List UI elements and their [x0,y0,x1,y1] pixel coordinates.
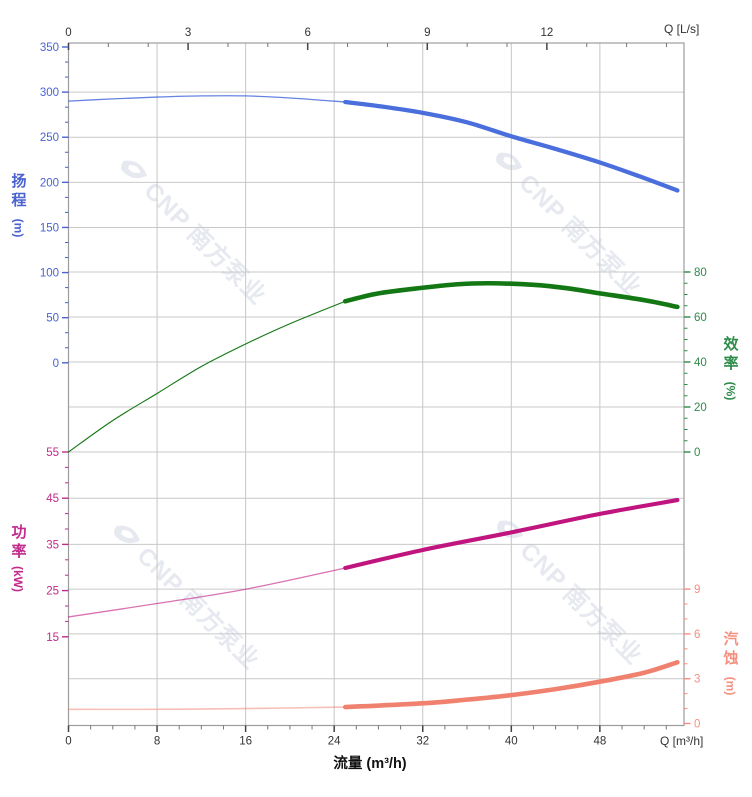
cnp-watermark: CNP 南方泵业 [105,511,270,676]
svg-text:3: 3 [185,27,191,39]
top-axis-unit-label: Q [L/s] [664,22,700,36]
svg-text:24: 24 [328,736,341,748]
svg-text:48: 48 [593,736,606,748]
svg-text:6: 6 [304,27,310,39]
svg-text:50: 50 [46,313,59,325]
svg-text:40: 40 [694,357,707,369]
svg-text:250: 250 [40,132,59,144]
npsh-axis-unit-label: (m) [722,676,737,696]
npsh-axis-title: 汽蚀 (m) [718,631,742,696]
svg-text:0: 0 [694,447,700,459]
npsh-axis-label: 汽蚀 [721,631,739,669]
svg-text:100: 100 [40,268,59,280]
efficiency-axis-label: 效率 [721,336,739,374]
svg-text:9: 9 [424,27,430,39]
svg-text:6: 6 [694,629,700,641]
svg-text:45: 45 [46,493,59,505]
svg-text:25: 25 [46,586,59,598]
power-axis-title: 功率 (kW) [6,524,30,592]
head-axis-label: 扬程 [9,173,27,211]
svg-text:55: 55 [46,447,59,459]
svg-text:40: 40 [505,736,518,748]
svg-text:20: 20 [694,402,707,414]
svg-text:350: 350 [40,42,59,54]
svg-text:12: 12 [540,27,553,39]
svg-text:0: 0 [65,27,71,39]
cnp-watermark: CNP 南方泵业 [487,138,652,303]
svg-text:3: 3 [694,674,700,686]
svg-text:9: 9 [694,584,700,596]
svg-text:32: 32 [416,736,429,748]
power-axis-label: 功率 [9,524,27,562]
svg-text:35: 35 [46,539,59,551]
svg-text:200: 200 [40,177,59,189]
svg-text:300: 300 [40,87,59,99]
svg-text:60: 60 [694,312,707,324]
cnp-watermark: CNP 南方泵业 [112,146,277,311]
cnp-logo-icon [114,525,140,544]
svg-text:8: 8 [154,736,160,748]
svg-text:150: 150 [40,222,59,234]
head-axis-title: 扬程 (m) [6,173,30,238]
power-axis-unit-label: (kW) [11,566,25,592]
svg-text:0: 0 [694,719,700,731]
head-axis-unit-label: (m) [10,218,25,238]
flow-axis-title: 流量 (m³/h) [333,756,407,772]
cnp-logo-icon [121,160,147,179]
efficiency-axis-unit-label: (%) [722,381,737,401]
efficiency-axis-title: 效率 (%) [718,336,742,401]
svg-text:0: 0 [65,736,71,748]
svg-text:15: 15 [46,632,59,644]
cnp-logo-icon [496,152,522,171]
svg-text:16: 16 [239,736,252,748]
svg-text:0: 0 [53,358,59,370]
svg-text:80: 80 [694,267,707,279]
bottom-axis-unit-label: Q [m³/h] [660,734,704,748]
